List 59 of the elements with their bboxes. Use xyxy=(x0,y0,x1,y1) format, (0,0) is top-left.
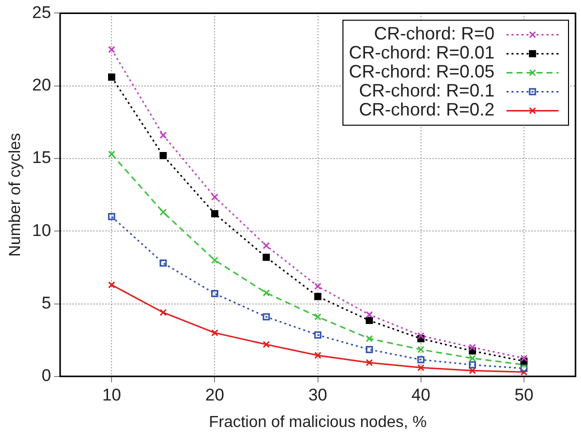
point xyxy=(417,364,424,372)
point xyxy=(211,290,218,298)
point xyxy=(314,352,322,359)
point xyxy=(108,46,116,54)
x-tick-label: 20 xyxy=(205,385,224,404)
point xyxy=(468,361,476,368)
x-tick-label: 40 xyxy=(411,385,430,404)
point xyxy=(160,208,167,216)
legend-label: CR-chord: R=0 xyxy=(374,24,494,44)
y-tick-label: 0 xyxy=(42,366,52,386)
point xyxy=(160,132,167,139)
point xyxy=(520,368,528,376)
y-tick-label: 25 xyxy=(32,2,52,22)
point xyxy=(262,340,270,348)
point xyxy=(314,331,322,339)
point xyxy=(468,344,476,351)
point xyxy=(108,74,116,81)
y-tick-label: 15 xyxy=(32,148,52,168)
point xyxy=(468,354,476,362)
point xyxy=(211,256,218,264)
point xyxy=(160,152,167,160)
point xyxy=(520,364,528,372)
point xyxy=(160,260,167,267)
y-tick-label: 20 xyxy=(32,76,52,95)
point xyxy=(366,311,373,318)
point xyxy=(366,335,373,342)
point xyxy=(366,359,373,366)
x-axis-title: Fraction of malicious nodes, % xyxy=(208,414,427,431)
point xyxy=(468,367,476,374)
point xyxy=(314,313,322,320)
point xyxy=(211,193,218,201)
x-tick-label: 50 xyxy=(514,385,534,404)
point xyxy=(262,254,270,261)
legend-label: CR-chord: R=0.2 xyxy=(358,100,494,120)
x-tick-label: 30 xyxy=(308,385,328,404)
point xyxy=(211,210,218,218)
point xyxy=(314,292,322,300)
point xyxy=(262,242,270,250)
point xyxy=(417,346,424,354)
x-tick-label: 10 xyxy=(102,385,122,404)
point xyxy=(108,213,116,220)
y-tick-label: 10 xyxy=(32,220,52,240)
y-axis-title: Number of cycles xyxy=(7,133,24,257)
point xyxy=(108,150,116,158)
point xyxy=(108,281,116,288)
point xyxy=(160,308,167,316)
point xyxy=(417,356,424,364)
point xyxy=(262,313,270,320)
legend-label: CR-chord: R=0.05 xyxy=(348,62,494,82)
point xyxy=(211,329,218,336)
point xyxy=(314,282,322,290)
point xyxy=(417,332,424,340)
point xyxy=(366,346,373,354)
point xyxy=(262,289,270,296)
y-tick-label: 5 xyxy=(42,293,52,312)
point xyxy=(366,316,373,324)
legend-label: CR-chord: R=0.01 xyxy=(348,42,494,63)
point xyxy=(520,354,528,362)
legend-label: CR-chord: R=0.1 xyxy=(358,80,494,101)
